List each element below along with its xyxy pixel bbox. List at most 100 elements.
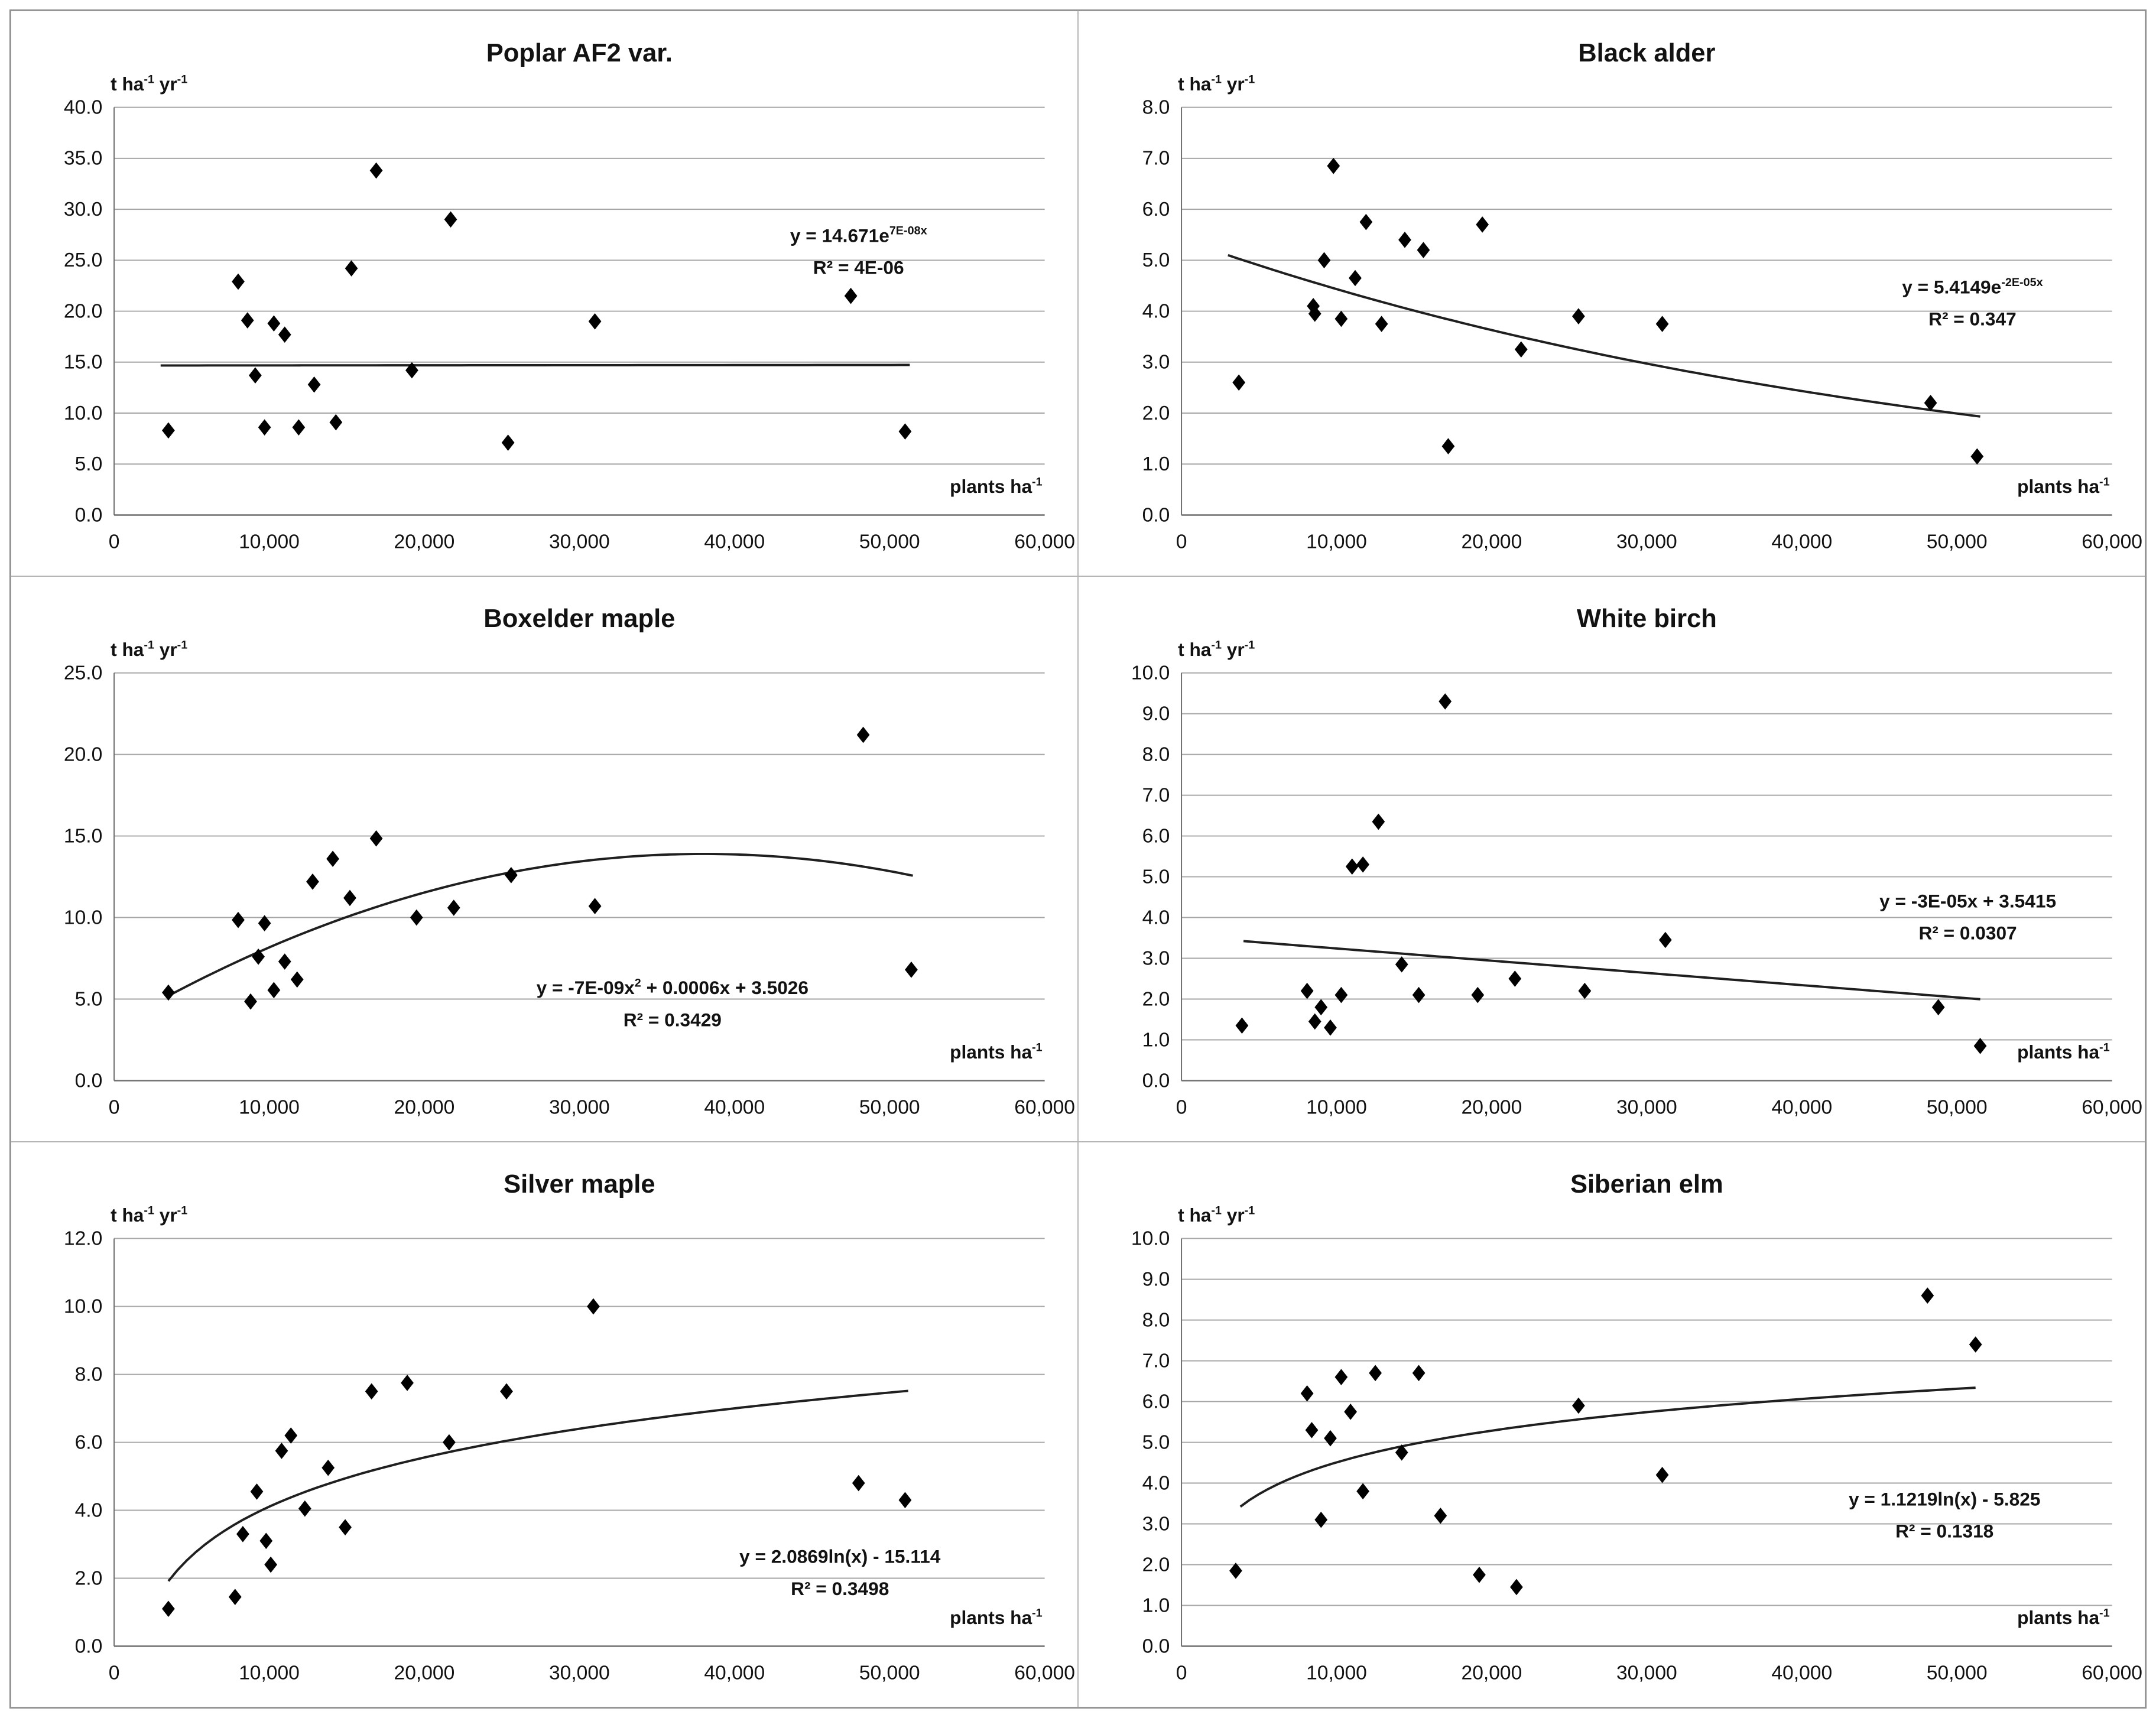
r-squared-label: R² = 0.1318 — [1895, 1521, 1993, 1542]
y-axis-unit-label: t ha-1 yr-1 — [1178, 1204, 1255, 1226]
x-tick-label: 60,000 — [2082, 1662, 2142, 1684]
data-point-marker — [500, 1383, 513, 1400]
chart-panel-black-alder: 0.0 1.0 2.0 3.0 4.0 5.0 6.0 7.0 8.0 0 10,000 20,000… — [1078, 11, 2145, 576]
y-tick-label: 6.0 — [75, 1431, 103, 1453]
data-point-marker — [447, 899, 460, 916]
data-point-marker — [264, 1556, 277, 1573]
data-point-marker — [898, 423, 912, 440]
data-point-marker — [1372, 813, 1385, 830]
data-point-marker — [1334, 310, 1348, 327]
data-point-marker — [1508, 970, 1522, 987]
y-tick-label: 8.0 — [1142, 97, 1170, 119]
r-squared-label: R² = 0.347 — [1928, 308, 2017, 330]
y-tick-label: 3.0 — [1142, 947, 1170, 969]
data-point-marker — [369, 162, 383, 179]
y-tick-label: 5.0 — [75, 988, 103, 1010]
data-point-marker — [1931, 999, 1945, 1016]
x-tick-label: 50,000 — [1927, 531, 1988, 553]
data-point-marker — [1417, 242, 1430, 258]
data-point-marker — [856, 726, 870, 743]
data-point-marker — [1973, 1038, 1987, 1054]
y-tick-label: 10.0 — [1131, 662, 1170, 684]
x-axis-unit-label: plants ha-1 — [950, 1606, 1042, 1628]
data-point-marker — [1300, 982, 1314, 999]
x-tick-label: 20,000 — [394, 1097, 455, 1119]
x-tick-label: 10,000 — [1306, 1097, 1367, 1119]
x-tick-label: 30,000 — [549, 1097, 610, 1119]
y-tick-label: 10.0 — [64, 402, 102, 424]
data-point-marker — [1300, 1385, 1314, 1402]
data-point-marker — [365, 1383, 378, 1400]
data-point-marker — [1921, 1287, 1934, 1304]
trend-equation: y = 2.0869ln(x) - 15.114 — [739, 1546, 941, 1567]
data-point-marker — [588, 313, 602, 330]
x-tick-label: 0 — [1176, 1097, 1187, 1119]
x-tick-label: 20,000 — [1462, 1097, 1522, 1119]
data-point-marker — [410, 909, 423, 926]
y-tick-label: 5.0 — [1142, 1431, 1170, 1453]
data-point-marker — [278, 326, 291, 343]
y-tick-label: 1.0 — [1142, 1029, 1170, 1051]
y-tick-label: 4.0 — [1142, 300, 1170, 322]
chart-title: Poplar AF2 var. — [486, 39, 673, 67]
y-tick-label: 5.0 — [1142, 249, 1170, 271]
data-point-marker — [1334, 986, 1348, 1003]
trend-equation: y = 14.671e7E-08x — [790, 225, 927, 246]
data-point-marker — [343, 889, 356, 907]
x-tick-label: 0 — [1176, 1662, 1187, 1684]
data-point-marker — [1327, 157, 1340, 174]
data-point-marker — [1655, 1466, 1669, 1483]
data-point-marker — [898, 1492, 912, 1509]
data-point-marker — [1307, 298, 1320, 314]
r-squared-label: R² = 0.0307 — [1918, 923, 2017, 944]
chart-title: Siberian elm — [1570, 1170, 1723, 1199]
data-point-marker — [306, 873, 319, 890]
y-tick-label: 1.0 — [1142, 453, 1170, 475]
x-tick-label: 30,000 — [549, 1662, 610, 1684]
data-point-marker — [1314, 999, 1328, 1016]
y-tick-label: 8.0 — [1142, 743, 1170, 765]
y-tick-label: 8.0 — [1142, 1309, 1170, 1331]
x-tick-label: 60,000 — [1014, 1662, 1075, 1684]
y-tick-label: 3.0 — [1142, 1513, 1170, 1535]
data-point-marker — [244, 993, 257, 1010]
data-point-marker — [501, 434, 515, 451]
data-point-marker — [329, 414, 343, 431]
data-point-marker — [248, 367, 262, 384]
x-tick-label: 30,000 — [549, 531, 610, 553]
x-tick-label: 40,000 — [704, 1097, 765, 1119]
y-tick-label: 20.0 — [64, 743, 102, 765]
y-tick-label: 0.0 — [75, 1070, 103, 1092]
chart-canvas-black-alder: 0.0 1.0 2.0 3.0 4.0 5.0 6.0 7.0 8.0 0 10,000 20,000… — [1142, 39, 2142, 553]
data-point-marker — [275, 1443, 288, 1459]
y-tick-label: 6.0 — [1142, 825, 1170, 847]
x-tick-label: 40,000 — [1771, 1097, 1832, 1119]
y-tick-label: 0.0 — [1142, 504, 1170, 526]
data-point-marker — [162, 422, 175, 439]
y-tick-label: 15.0 — [64, 352, 102, 374]
y-tick-label: 10.0 — [64, 907, 102, 928]
x-tick-label: 60,000 — [2082, 531, 2142, 553]
x-tick-label: 0 — [109, 531, 120, 553]
x-tick-label: 60,000 — [1014, 531, 1075, 553]
data-point-marker — [1344, 1404, 1357, 1420]
y-tick-label: 2.0 — [1142, 988, 1170, 1010]
data-point-marker — [326, 850, 339, 868]
x-tick-label: 60,000 — [1014, 1097, 1075, 1119]
y-tick-label: 2.0 — [1142, 402, 1170, 424]
trend-line — [168, 852, 913, 997]
data-point-marker — [1395, 1444, 1408, 1461]
x-tick-label: 40,000 — [704, 1662, 765, 1684]
data-point-marker — [290, 971, 304, 988]
x-tick-label: 60,000 — [2082, 1097, 2142, 1119]
y-tick-label: 3.0 — [1142, 352, 1170, 374]
chart-canvas-silver-maple: 0.0 2.0 4.0 6.0 8.0 10.0 12.0 0 10,000 20,000 30,0… — [64, 1170, 1075, 1684]
y-tick-label: 7.0 — [1142, 1350, 1170, 1372]
y-tick-label: 10.0 — [64, 1295, 102, 1317]
trend-line — [1228, 254, 1980, 418]
data-point-marker — [1571, 1397, 1585, 1414]
chart-panel-siberian-elm: 0.0 1.0 2.0 3.0 4.0 5.0 6.0 7.0 8.0 9.0 10.0 0 10,00… — [1078, 1142, 2145, 1707]
y-tick-label: 6.0 — [1142, 199, 1170, 220]
data-point-marker — [1412, 1365, 1426, 1382]
data-point-marker — [844, 287, 858, 304]
